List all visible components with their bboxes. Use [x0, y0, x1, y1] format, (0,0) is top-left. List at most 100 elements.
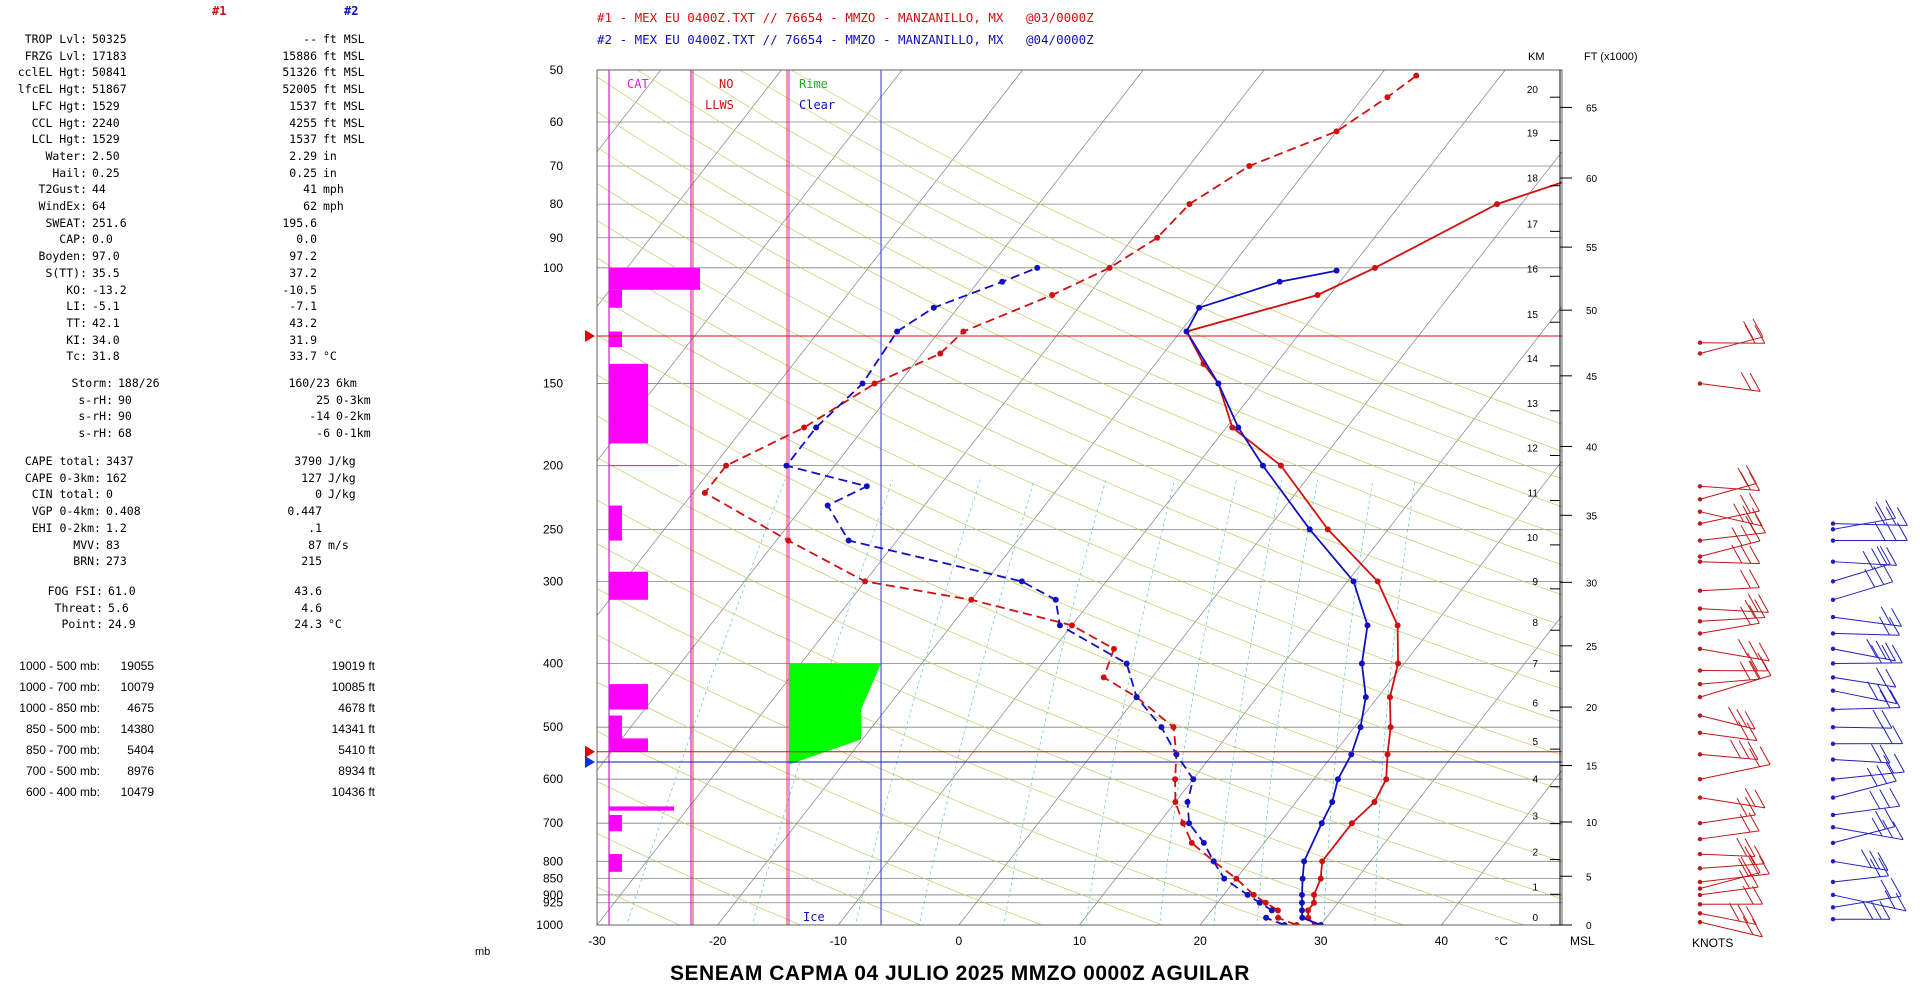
- series-2-dewpoint-line: [784, 266, 1285, 925]
- metric-unit: ft MSL: [323, 32, 365, 46]
- wind-barb-flag: [1754, 325, 1766, 344]
- wind-barb-flag: [1752, 318, 1764, 338]
- metric-value-2: 0: [315, 487, 322, 502]
- wind-barb-staff: [1699, 814, 1756, 824]
- metric-value-1: 83: [106, 537, 120, 552]
- wind-barb-flag: [1749, 854, 1761, 873]
- wind-barb-base: [1697, 866, 1703, 871]
- series-2-temperature-point: [1306, 526, 1313, 533]
- series-2-temperature-point: [1298, 899, 1305, 906]
- wind-barb-flag: [1736, 798, 1748, 817]
- dry-adiabat: [597, 886, 681, 925]
- dry-adiabat: [790, 70, 1562, 425]
- freezing-marker-1: [585, 745, 595, 758]
- metric-unit: J/kg: [328, 487, 356, 502]
- pressure-tick-label: 50: [550, 63, 564, 77]
- series-1-temperature-point: [1608, 163, 1614, 169]
- temp-tick-label: 0: [956, 934, 963, 948]
- metric-label: Boyden:: [38, 249, 87, 264]
- ft-tick-label: 35: [1586, 511, 1598, 522]
- wind-barb-staff: [1699, 622, 1760, 634]
- wind-barb-staff: [1699, 872, 1761, 889]
- wind-barb-base: [1697, 559, 1703, 564]
- wind-barb-base: [1830, 521, 1836, 526]
- metric-label: s-rH:: [78, 426, 113, 441]
- metric-unit: in: [323, 165, 337, 180]
- metric-value-1: 64: [92, 199, 106, 213]
- ft-tick-label: 30: [1586, 578, 1598, 589]
- series-2-temperature-point: [1317, 922, 1324, 925]
- isotherm-line: [1199, 460, 1562, 925]
- wind-barb-flag: [1879, 689, 1891, 709]
- wind-barb-staff: [1832, 805, 1900, 816]
- dry-adiabat: [597, 295, 1562, 722]
- dry-adiabat: [597, 219, 1562, 658]
- wind-barb-flag: [1748, 604, 1760, 624]
- metric-value-2: 41: [303, 182, 317, 197]
- isotherm-line: [837, 70, 1506, 925]
- metric-unit: ft MSL: [323, 98, 365, 113]
- ft-axis-label: FT (x1000): [1584, 51, 1638, 63]
- series-1-temperature-point: [1907, 89, 1913, 95]
- metric-value-2: 0.25: [289, 165, 317, 180]
- thickness-label: 1000 - 700 mb:: [19, 680, 100, 694]
- temp-tick-label: 40: [1435, 934, 1449, 948]
- wind-barb-base: [1697, 509, 1703, 514]
- wind-barb-flag: [1879, 616, 1890, 636]
- wind-barb-flag: [1891, 608, 1902, 627]
- wind-barb-flag: [1867, 681, 1879, 701]
- metric-value-2: 31.9: [289, 332, 317, 347]
- metric-value-1: 188/26: [118, 376, 160, 390]
- pressure-tick-label: 700: [543, 816, 563, 830]
- metric-label: s-rH:: [78, 409, 113, 424]
- metric-value-1: 0: [106, 487, 113, 502]
- wind-barb-staff: [1699, 483, 1757, 500]
- ft-tick-label: 15: [1586, 762, 1598, 773]
- metric-unit: 6km: [336, 376, 357, 390]
- mixing-ratio-line: [1374, 479, 1416, 925]
- metric-label: CCL Hgt:: [31, 115, 87, 130]
- series-1-dewpoint-point: [1384, 94, 1391, 101]
- wind-barb-base: [1697, 588, 1703, 593]
- wind-barb-flag: [1748, 492, 1760, 512]
- isotherm-line: [1561, 924, 1562, 925]
- metric-unit: in: [323, 148, 337, 163]
- wind-barb-flag: [1878, 857, 1890, 877]
- thickness-value-2: 5410 ft: [338, 743, 375, 757]
- metric-value-2: 127: [301, 470, 322, 485]
- series-1-temperature-point: [1494, 201, 1501, 208]
- metric-value-1: 1529: [92, 132, 120, 147]
- cat-turbulence-bar: [609, 363, 648, 444]
- mixing-ratio-line: [854, 479, 981, 925]
- isotherm-line: [1320, 615, 1562, 925]
- rime-label: Rime: [799, 77, 828, 91]
- wind-barb-flag: [1862, 900, 1874, 920]
- series-1-dewpoint-point: [1170, 724, 1177, 731]
- thickness-label: 700 - 500 mb:: [25, 764, 100, 778]
- series-2-dewpoint-point: [1052, 596, 1059, 603]
- wind-barb-flag: [1739, 870, 1750, 889]
- metric-label: CAPE 0-3km:: [24, 470, 101, 485]
- no-label: NO: [719, 77, 733, 91]
- wind-barb-flag: [1885, 762, 1897, 782]
- wind-barb-base: [1697, 668, 1703, 673]
- series-2-dewpoint-point: [1210, 858, 1217, 865]
- wind-barb-base: [1697, 821, 1703, 826]
- sounding-traces: [701, 72, 1913, 925]
- metric-unit: ft MSL: [323, 115, 365, 130]
- thickness-value-1: 10479: [120, 785, 154, 799]
- wind-barb-staff: [1699, 921, 1763, 938]
- km-tick-label: 7: [1532, 659, 1538, 670]
- wind-barb-base: [1697, 777, 1703, 782]
- wind-barb-base: [1697, 911, 1703, 916]
- wind-barb-flag: [1874, 522, 1886, 541]
- wind-barb-staff: [1832, 895, 1902, 908]
- isotherm-line: [958, 151, 1562, 925]
- series-2-dewpoint-point: [999, 278, 1006, 285]
- dry-adiabat: [597, 499, 1562, 900]
- wind-barb-staff: [1832, 632, 1900, 636]
- series-1-dewpoint-point: [1188, 839, 1195, 846]
- metric-unit: °C: [328, 617, 342, 632]
- cat-turbulence-bar: [609, 854, 622, 872]
- wind-barb-staff: [1832, 517, 1896, 530]
